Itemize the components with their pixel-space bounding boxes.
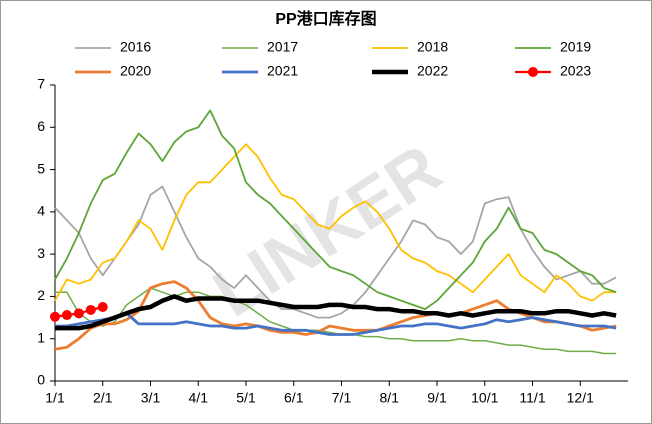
y-tick-label: 6 [37,118,45,134]
y-tick-label: 7 [37,76,45,92]
series-marker [73,308,84,319]
x-tick-label: 3/1 [141,390,161,406]
legend-label: 2020 [120,63,151,79]
series-line [54,280,617,351]
legend-label: 2021 [267,63,298,79]
y-tick-label: 1 [37,329,45,345]
legend-marker [528,67,538,77]
legend-label: 2022 [417,63,448,79]
series-line [54,109,617,310]
y-tick-label: 4 [37,203,45,219]
y-tick-label: 2 [37,287,45,303]
series-line [55,294,617,331]
x-tick-label: 6/1 [284,390,304,406]
series-marker [50,311,60,322]
series-marker [61,310,72,321]
x-tick-label: 4/1 [189,390,209,406]
x-tick-label: 5/1 [236,390,256,406]
legend-label: 2023 [560,63,591,79]
x-tick-label: 2/1 [93,390,113,406]
x-tick-label: 8/1 [380,390,400,406]
series-marker [97,302,108,312]
x-tick-label: 10/1 [471,390,498,406]
x-tick-label: 7/1 [332,390,352,406]
x-tick-label: 1/1 [45,390,65,406]
chart-title: PP港口库存图 [275,9,376,28]
x-tick-label: 12/1 [567,390,594,406]
legend-label: 2016 [120,39,151,55]
x-tick-label: 11/1 [519,390,545,406]
y-tick-label: 3 [37,245,45,261]
x-tick-label: 9/1 [427,390,447,406]
y-tick-label: 5 [37,160,45,176]
legend-label: 2018 [417,39,448,55]
series-line [54,143,617,302]
series-marker [85,304,96,315]
legend-label: 2017 [267,39,298,55]
series-line [55,311,617,336]
series-line [54,185,617,319]
legend-label: 2019 [560,39,591,55]
y-tick-label: 0 [37,372,45,388]
